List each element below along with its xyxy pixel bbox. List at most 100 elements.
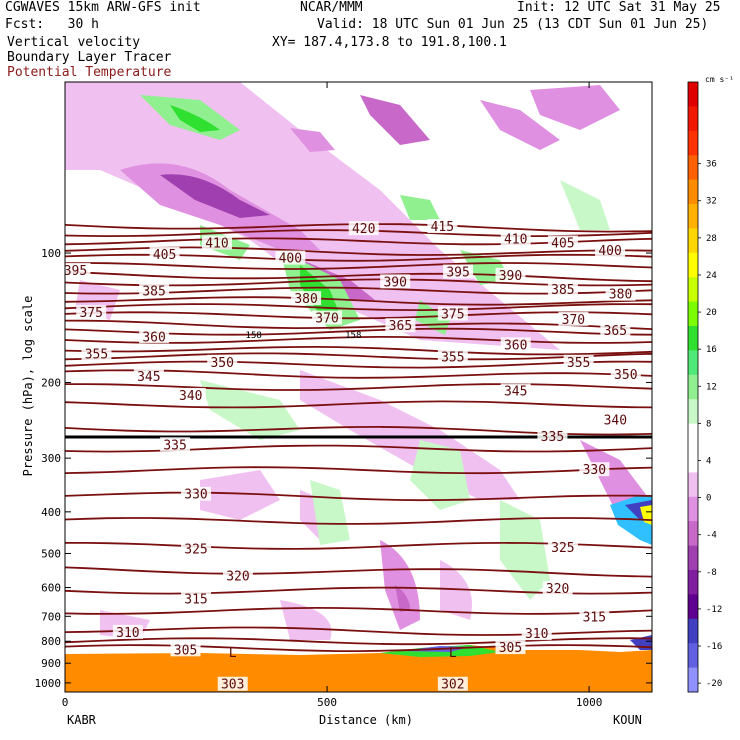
theta-label: 302 [441, 678, 464, 693]
y-axis: 100 200 300 400 500 600 700 800 900 1000 [35, 247, 652, 690]
theta-contour-line [65, 303, 652, 312]
colorbar-label: 24 [706, 271, 717, 281]
theta-label: 410 [205, 236, 228, 251]
theta-contour-line [65, 466, 652, 475]
theta-label: 345 [504, 385, 527, 400]
colorbar-unit: cm s⁻¹ [705, 75, 734, 84]
colorbar-swatch [688, 423, 698, 449]
colorbar-swatch [688, 179, 698, 205]
theta-label: 350 [210, 356, 233, 371]
theta-label-bg [600, 323, 631, 338]
theta-label: 320 [226, 569, 249, 584]
theta-label: 340 [604, 413, 627, 428]
theta-label-bg [170, 642, 201, 657]
theta-label: 335 [163, 438, 186, 453]
theta-label-bg [605, 286, 636, 301]
colorbar: 36 32 28 24 20 16 12 8 4 0 -4 -8 -12 -16 -20 [687, 81, 722, 693]
theta-label-bg [610, 366, 641, 381]
theta-contour-line [65, 271, 652, 283]
theta-label-bg [160, 437, 191, 452]
theta-label-bg [312, 310, 343, 325]
theta-labels: 420 415 410 410 405 405 400 400 395 395 390 390 385 3… [60, 219, 641, 693]
theta-contour-line [65, 400, 652, 409]
theta-label: 335 [541, 430, 564, 445]
colorbar-label: 16 [706, 345, 717, 355]
theta-label: 305 [499, 641, 522, 656]
theta-label-bg [521, 626, 552, 641]
y-tick-label: 200 [41, 376, 61, 389]
theta-label: 355 [567, 356, 590, 371]
colorbar-label: 28 [706, 234, 717, 244]
theta-label-bg [500, 231, 531, 246]
theta-label: 315 [184, 593, 207, 608]
colorbar-label: -16 [706, 642, 722, 652]
theta-label: 395 [64, 264, 87, 279]
colorbar-swatch [688, 155, 698, 181]
tropopause-label: 158 [345, 331, 361, 341]
theta-label-bg [380, 274, 411, 289]
y-axis-label: Pressure (hPa), log scale [21, 296, 35, 477]
colorbar-label: 8 [706, 419, 711, 429]
theta-label: 370 [315, 312, 338, 327]
theta-label: 385 [551, 283, 574, 298]
theta-label-bg [275, 250, 306, 265]
theta-label-bg [437, 349, 468, 364]
theta-label: 350 [614, 368, 637, 383]
theta-label-bg [133, 368, 164, 383]
theta-label: 375 [441, 308, 464, 323]
theta-contour-line [65, 345, 652, 356]
theta-label-bg [427, 219, 458, 234]
theta-contour-line [65, 360, 652, 369]
theta-contour-line [65, 491, 652, 502]
theta-label-bg [175, 387, 206, 402]
theta-label: 340 [179, 389, 202, 404]
theta-label-bg [139, 329, 170, 344]
header-field-boundary-layer-tracer: Boundary Layer Tracer [7, 50, 172, 65]
theta-label: 390 [383, 275, 406, 290]
header-field-vertical-velocity: Vertical velocity [7, 35, 141, 50]
colorbar-swatch [688, 374, 698, 400]
theta-label-bg [149, 246, 180, 261]
colorbar-label: -4 [706, 531, 717, 541]
colorbar-swatch [688, 667, 698, 693]
colorbar-swatch [688, 570, 698, 595]
theta-label: 370 [562, 313, 585, 328]
theta-label: 415 [431, 220, 454, 235]
theta-label-bg [563, 354, 594, 369]
theta-label: 355 [85, 347, 108, 362]
theta-label: 320 [546, 582, 569, 597]
tropopause-label: 158 [246, 331, 262, 341]
colorbar-label: -20 [706, 679, 722, 689]
theta-label-bg [181, 591, 212, 606]
colorbar-label: 12 [706, 382, 717, 392]
colorbar-swatch [688, 82, 698, 107]
theta-label: 345 [137, 370, 160, 385]
colorbar-swatch [688, 618, 698, 644]
theta-label: 315 [583, 611, 606, 626]
theta-contour-line [65, 319, 652, 330]
header-cross-section-endpoints: XY= 187.4,173.8 to 191.8,100.1 [272, 35, 507, 50]
colorbar-swatch [688, 594, 698, 620]
theta-contour-line [65, 311, 652, 320]
colorbar-swatch [688, 545, 698, 571]
theta-label: 310 [525, 627, 548, 642]
theta-label-bg [437, 306, 468, 321]
colorbar-swatch [688, 448, 698, 473]
theta-label: 330 [184, 488, 207, 503]
header-organization: NCAR/MMM [300, 0, 363, 15]
theta-label: 325 [551, 541, 574, 556]
theta-label-bg [537, 429, 568, 444]
header-model-title: CGWAVES 15km ARW-GFS init [5, 0, 201, 15]
theta-label-bg [207, 354, 238, 369]
colorbar-label: -8 [706, 568, 717, 578]
theta-label-bg [495, 267, 526, 282]
y-tick-label: 400 [41, 506, 61, 519]
theta-label-bg [181, 486, 212, 501]
low-marker: L [449, 646, 457, 661]
theta-label: 405 [551, 236, 574, 251]
x-axis: 0 500 1000 [62, 82, 602, 709]
theta-contour-line [65, 606, 652, 615]
theta-label-bg [547, 235, 578, 250]
theta-label-bg [443, 264, 474, 279]
